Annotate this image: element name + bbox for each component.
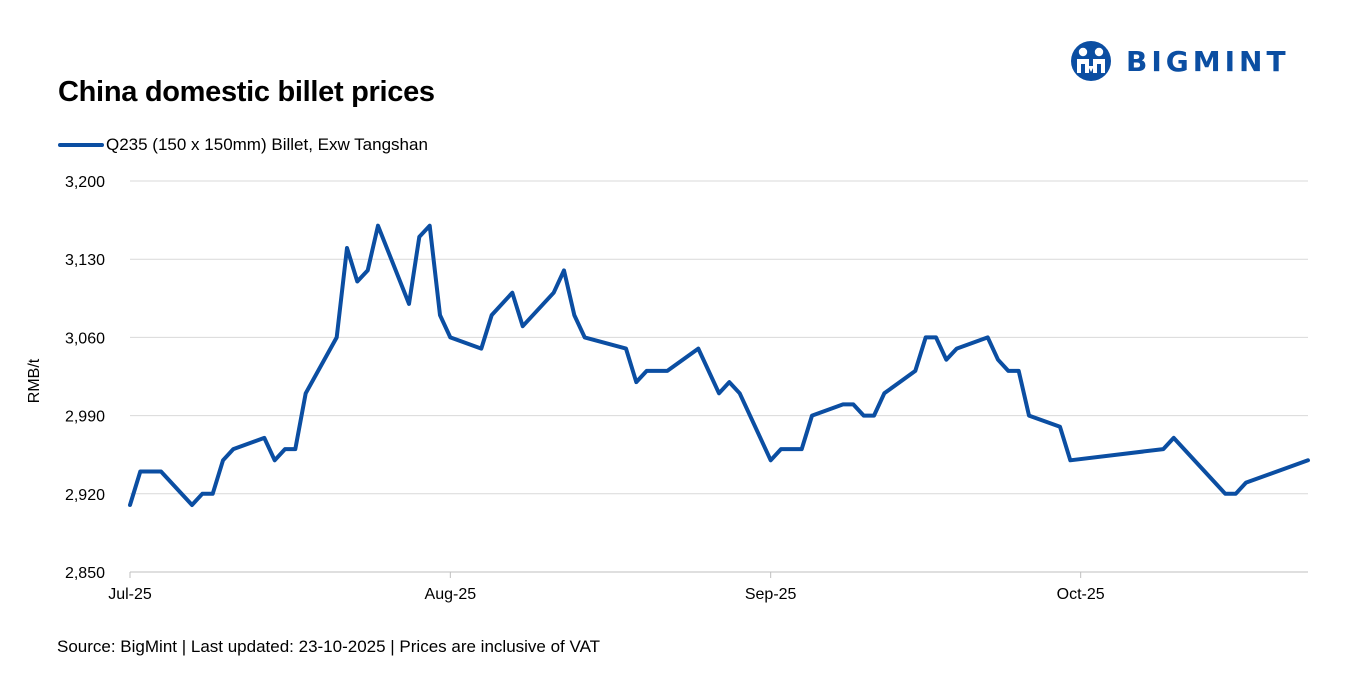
y-tick-label: 2,920: [65, 487, 105, 504]
axes: 2,850 2,920 2,990 3,060 3,130 3,200 Jul-25 Aug-…: [65, 174, 1308, 603]
y-tick-label: 3,200: [65, 174, 105, 191]
legend: Q235 (150 x 150mm) Billet, Exw Tangshan: [58, 133, 428, 157]
source-note: Source: BigMint | Last updated: 23-10-20…: [57, 637, 601, 656]
y-axis-label: RMB/t: [26, 358, 43, 403]
gridlines: [130, 180, 1308, 495]
y-tick-label: 3,060: [65, 330, 105, 347]
x-tick-label: Sep-25: [745, 586, 797, 603]
y-tick-label: 2,990: [65, 409, 105, 426]
y-tick-label: 3,130: [65, 252, 105, 269]
bigmint-people-icon: [1071, 41, 1111, 81]
bigmint-logo: BIGMINT: [1068, 40, 1290, 82]
x-tick-label: Jul-25: [108, 586, 152, 603]
x-tick-label: Oct-25: [1057, 586, 1105, 603]
y-tick-label: 2,850: [65, 565, 105, 582]
x-tick-label: Aug-25: [425, 586, 477, 603]
chart-title: China domestic billet prices: [58, 76, 435, 108]
legend-label: Q235 (150 x 150mm) Billet, Exw Tangshan: [106, 135, 428, 154]
series-line: [128, 223, 1310, 507]
brand-name: BIGMINT: [1126, 44, 1290, 78]
legend-swatch: [58, 143, 104, 147]
series-layer: [128, 223, 1310, 507]
